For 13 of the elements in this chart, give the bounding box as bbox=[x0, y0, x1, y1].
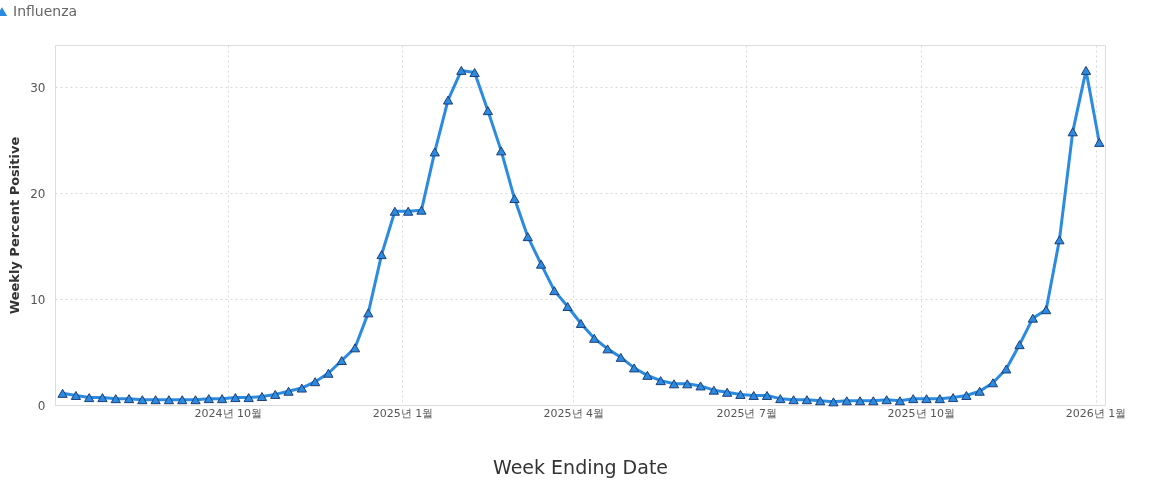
legend-label: Influenza bbox=[13, 3, 78, 19]
y-tick-label: 0 bbox=[37, 398, 46, 413]
x-axis-title: Week Ending Date bbox=[492, 455, 669, 478]
x-tick-label: 2025년 4월 bbox=[543, 406, 605, 420]
y-tick-label: 10 bbox=[30, 292, 46, 307]
x-tick-label: 2026년 1월 bbox=[1065, 406, 1127, 420]
x-tick-label: 2024년 10월 bbox=[194, 406, 263, 420]
x-tick-label: 2025년 10월 bbox=[887, 406, 956, 420]
y-axis-title: Weekly Percent Positive bbox=[7, 136, 23, 315]
x-tick-label: 2025년 7월 bbox=[716, 406, 777, 420]
y-tick-label: 20 bbox=[30, 186, 46, 201]
y-tick-label: 30 bbox=[30, 80, 46, 95]
x-tick-label: 2025년 1월 bbox=[372, 406, 434, 420]
